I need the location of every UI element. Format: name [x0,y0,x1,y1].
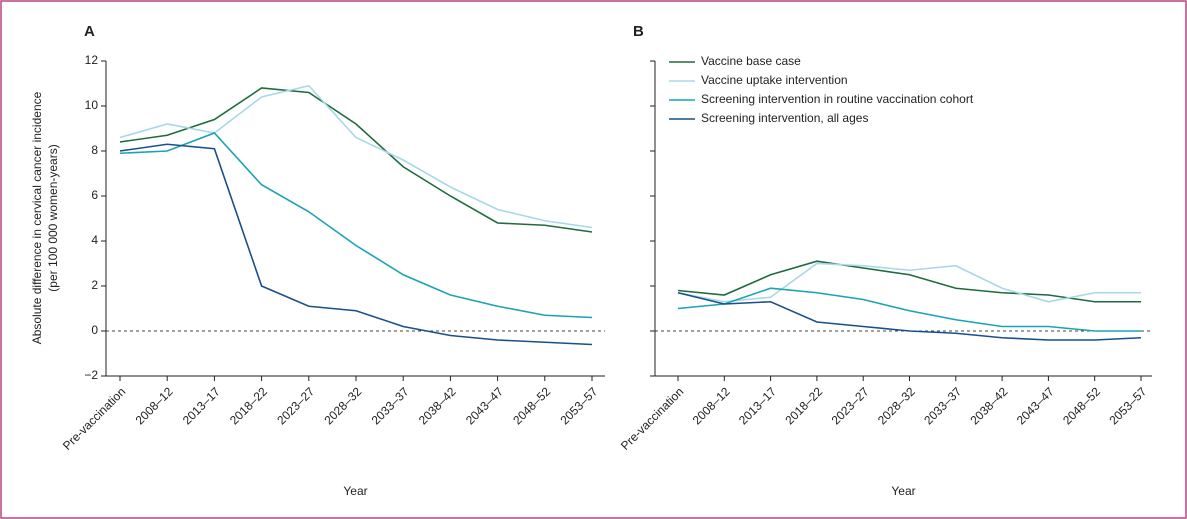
x-axis-label: Year [891,484,915,498]
x-tick-label: 2048–52 [1060,384,1103,427]
x-tick-label: Pre-vaccination [60,384,128,452]
series-line [119,143,593,346]
legend-label: Vaccine base case [701,54,801,68]
y-tick-label: 2 [91,278,98,292]
series-line [677,287,1141,332]
x-tick-label: 2023–27 [829,384,872,427]
series-line [119,87,593,233]
x-tick-label: 2043–47 [463,384,506,427]
series-line [677,262,1141,303]
x-tick-label: 2053–57 [557,384,600,427]
y-tick-label: 8 [91,143,98,157]
x-tick-label: 2023–27 [274,384,317,427]
x-tick-label: 2028–32 [875,384,918,427]
y-tick-label: 10 [85,98,99,112]
x-tick-label: 2038–42 [968,384,1011,427]
x-tick-label: 2018–22 [782,384,825,427]
x-tick-label: Pre-vaccination [618,384,686,452]
x-axis-label: Year [343,484,367,498]
x-tick-label: 2008–12 [690,384,733,427]
y-tick-label: −2 [84,368,98,382]
x-tick-label: 2053–57 [1106,384,1149,427]
panel-label: A [84,23,95,40]
x-tick-label: 2013–17 [180,384,223,427]
y-tick-label: 12 [85,53,99,67]
y-axis-label: (per 100 000 women-years) [46,144,60,291]
x-tick-label: 2018–22 [227,384,270,427]
series-line [677,291,1142,341]
x-tick-label: 2013–17 [736,384,779,427]
y-tick-label: 6 [91,188,98,202]
legend-label: Screening intervention in routine vaccin… [701,92,974,106]
y-axis-label: Absolute difference in cervical cancer i… [30,91,44,344]
series-line [119,84,593,229]
x-tick-label: 2008–12 [133,384,176,427]
x-tick-label: 2038–42 [416,384,459,427]
x-tick-label: 2028–32 [321,384,364,427]
y-tick-label: 0 [91,323,98,337]
x-tick-label: 2048–52 [510,384,553,427]
x-tick-label: 2033–37 [369,384,412,427]
y-tick-label: 4 [91,233,98,247]
legend-label: Screening intervention, all ages [701,111,868,125]
x-tick-label: 2043–47 [1014,384,1057,427]
series-line [119,132,593,319]
legend-label: Vaccine uptake intervention [701,73,848,87]
panel-label: B [633,23,644,40]
x-tick-label: 2033–37 [921,384,964,427]
series-line [677,260,1141,303]
